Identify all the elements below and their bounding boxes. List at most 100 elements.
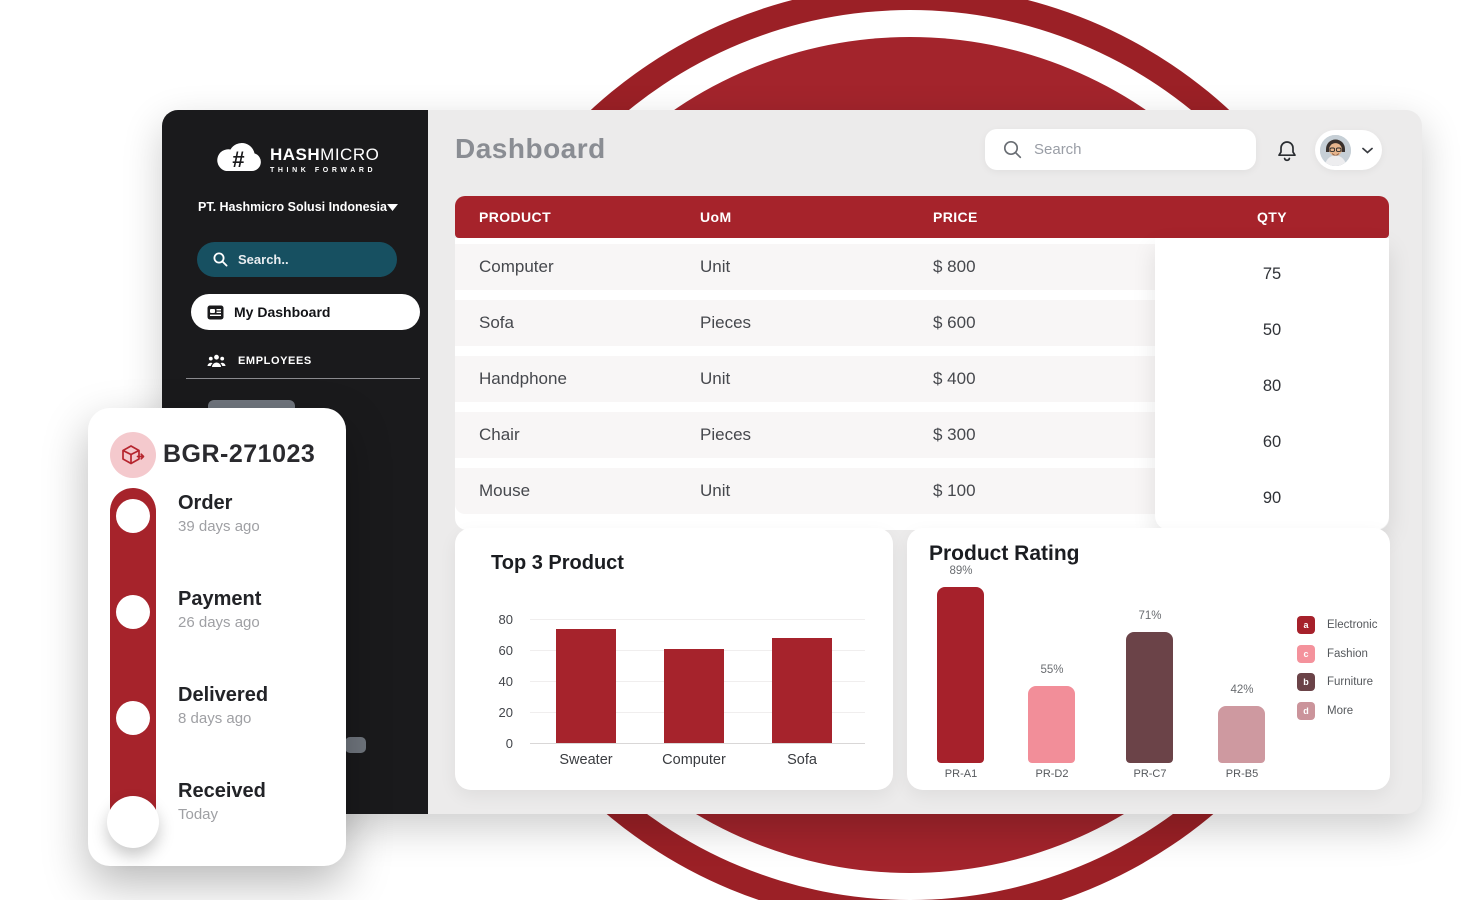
main-area: Dashboard PRODUCT UoM PRICE: [428, 110, 1422, 814]
sidebar-item-employees[interactable]: EMPLOYEES: [207, 354, 312, 368]
step-title: Order: [178, 492, 233, 514]
bar-pr-a1: [937, 587, 984, 763]
cell-uom: Unit: [700, 369, 731, 388]
sidebar-item-label: EMPLOYEES: [238, 355, 312, 367]
topbar-search[interactable]: [985, 129, 1256, 170]
legend-label: More: [1327, 704, 1354, 717]
timeline-bar: [110, 488, 156, 840]
order-status-card: BGR-271023 Order 39 days ago Payment 26 …: [88, 408, 346, 866]
y-tick: 20: [498, 705, 513, 720]
x-label: PR-D2: [1035, 768, 1069, 780]
cell-price: $ 800: [933, 257, 976, 276]
company-selector[interactable]: PT. Hashmicro Solusi Indonesia: [198, 200, 398, 214]
cell-qty: 75: [1262, 265, 1282, 283]
sidebar-divider: [186, 378, 420, 379]
search-icon: [1003, 140, 1022, 159]
dashboard-icon: [207, 305, 224, 319]
cell-uom: Pieces: [700, 313, 752, 332]
cell-product: Computer: [479, 257, 554, 276]
cell-uom: Unit: [700, 257, 731, 276]
legend-item: b Furniture: [1297, 673, 1378, 691]
cell-qty: 80: [1262, 377, 1282, 395]
x-label: PR-C7: [1133, 768, 1167, 780]
column-header-product: PRODUCT: [479, 209, 552, 225]
search-icon: [213, 252, 228, 267]
step-time: 8 days ago: [178, 710, 252, 727]
brand-tagline: THINK FORWARD: [270, 167, 377, 174]
bar-computer: [664, 649, 724, 743]
order-id: BGR-271023: [163, 440, 316, 468]
product-table: PRODUCT UoM PRICE QTY Computer Unit $ 80…: [455, 196, 1389, 532]
step-title: Payment: [178, 588, 262, 610]
legend-item: a Electronic: [1297, 616, 1378, 634]
sidebar-item-my-dashboard[interactable]: My Dashboard: [191, 294, 420, 330]
x-label: PR-A1: [944, 768, 978, 780]
gridline: [530, 619, 865, 620]
timeline-dot-order: [116, 499, 150, 533]
y-tick: 40: [498, 674, 513, 689]
cell-qty: 60: [1262, 433, 1282, 451]
legend-label: Fashion: [1327, 647, 1368, 660]
cell-qty: 90: [1262, 489, 1282, 507]
sidebar-hidden-tab[interactable]: [345, 737, 366, 753]
value-label: 89%: [949, 565, 973, 577]
step-time: 26 days ago: [178, 614, 260, 631]
user-menu[interactable]: [1315, 130, 1382, 170]
hashmicro-cloud-logo-icon: #: [216, 140, 262, 179]
cell-price: $ 100: [933, 481, 976, 500]
cell-product: Handphone: [479, 369, 567, 388]
timeline-step: Delivered 8 days ago: [178, 684, 268, 727]
step-title: Delivered: [178, 684, 269, 706]
step-time: Today: [178, 806, 219, 823]
bar-pr-c7: [1126, 632, 1173, 763]
y-tick: 60: [498, 643, 513, 658]
legend-swatch: d: [1297, 701, 1315, 720]
value-label: 71%: [1138, 610, 1162, 622]
qty-column-card: 75 50 80 60 90: [1155, 238, 1389, 530]
legend-item: c Fashion: [1297, 644, 1378, 663]
topbar-search-input[interactable]: [1034, 141, 1204, 158]
sidebar-item-label: My Dashboard: [234, 304, 331, 320]
employees-icon: [207, 354, 226, 367]
page-title: Dashboard: [455, 133, 606, 164]
legend: a Electronic c Fashion b Furniture d Mor…: [1297, 616, 1378, 730]
step-time: 39 days ago: [178, 518, 260, 535]
timeline-step: Order 39 days ago: [178, 492, 260, 535]
cell-product: Sofa: [479, 313, 514, 332]
step-title: Received: [178, 780, 266, 802]
timeline-dot-delivered: [116, 701, 150, 735]
y-tick: 80: [498, 612, 513, 627]
chart-title: Top 3 Product: [491, 552, 624, 574]
column-header-uom: UoM: [700, 209, 732, 225]
cell-price: $ 600: [933, 313, 976, 332]
chart-title: Product Rating: [929, 542, 1080, 565]
timeline-dot-received: [107, 796, 159, 848]
sidebar-search-input[interactable]: [238, 252, 358, 267]
chevron-down-icon: [1362, 147, 1373, 154]
package-icon-badge: [110, 432, 156, 478]
legend-swatch: c: [1297, 644, 1315, 663]
legend-label: Furniture: [1327, 676, 1374, 688]
x-label: Sweater: [559, 752, 613, 768]
bar-sweater: [556, 629, 616, 743]
y-tick: 0: [505, 736, 513, 751]
notifications-button[interactable]: [1275, 139, 1299, 163]
x-label: Computer: [662, 752, 726, 768]
product-rating-card: Product Rating 89% 55% 71% 42% PR-A1 PR-…: [907, 528, 1390, 790]
brand-name: HASHMICRO: [270, 145, 380, 164]
sidebar-search[interactable]: [197, 242, 397, 277]
caret-down-icon: [387, 203, 398, 211]
x-label: Sofa: [787, 752, 817, 768]
legend-swatch: a: [1297, 616, 1315, 634]
package-icon: [122, 445, 145, 465]
app-window: # HASHMICRO THINK FORWARD PT. Hashmicro …: [162, 110, 1422, 814]
bar-sofa: [772, 638, 832, 743]
svg-text:#: #: [232, 147, 245, 172]
value-label: 42%: [1230, 684, 1254, 696]
cell-qty: 50: [1262, 321, 1282, 339]
timeline-step: Payment 26 days ago: [178, 588, 261, 631]
bell-icon: [1278, 141, 1296, 162]
timeline-dot-payment: [116, 595, 150, 629]
cell-price: $ 300: [933, 425, 976, 444]
